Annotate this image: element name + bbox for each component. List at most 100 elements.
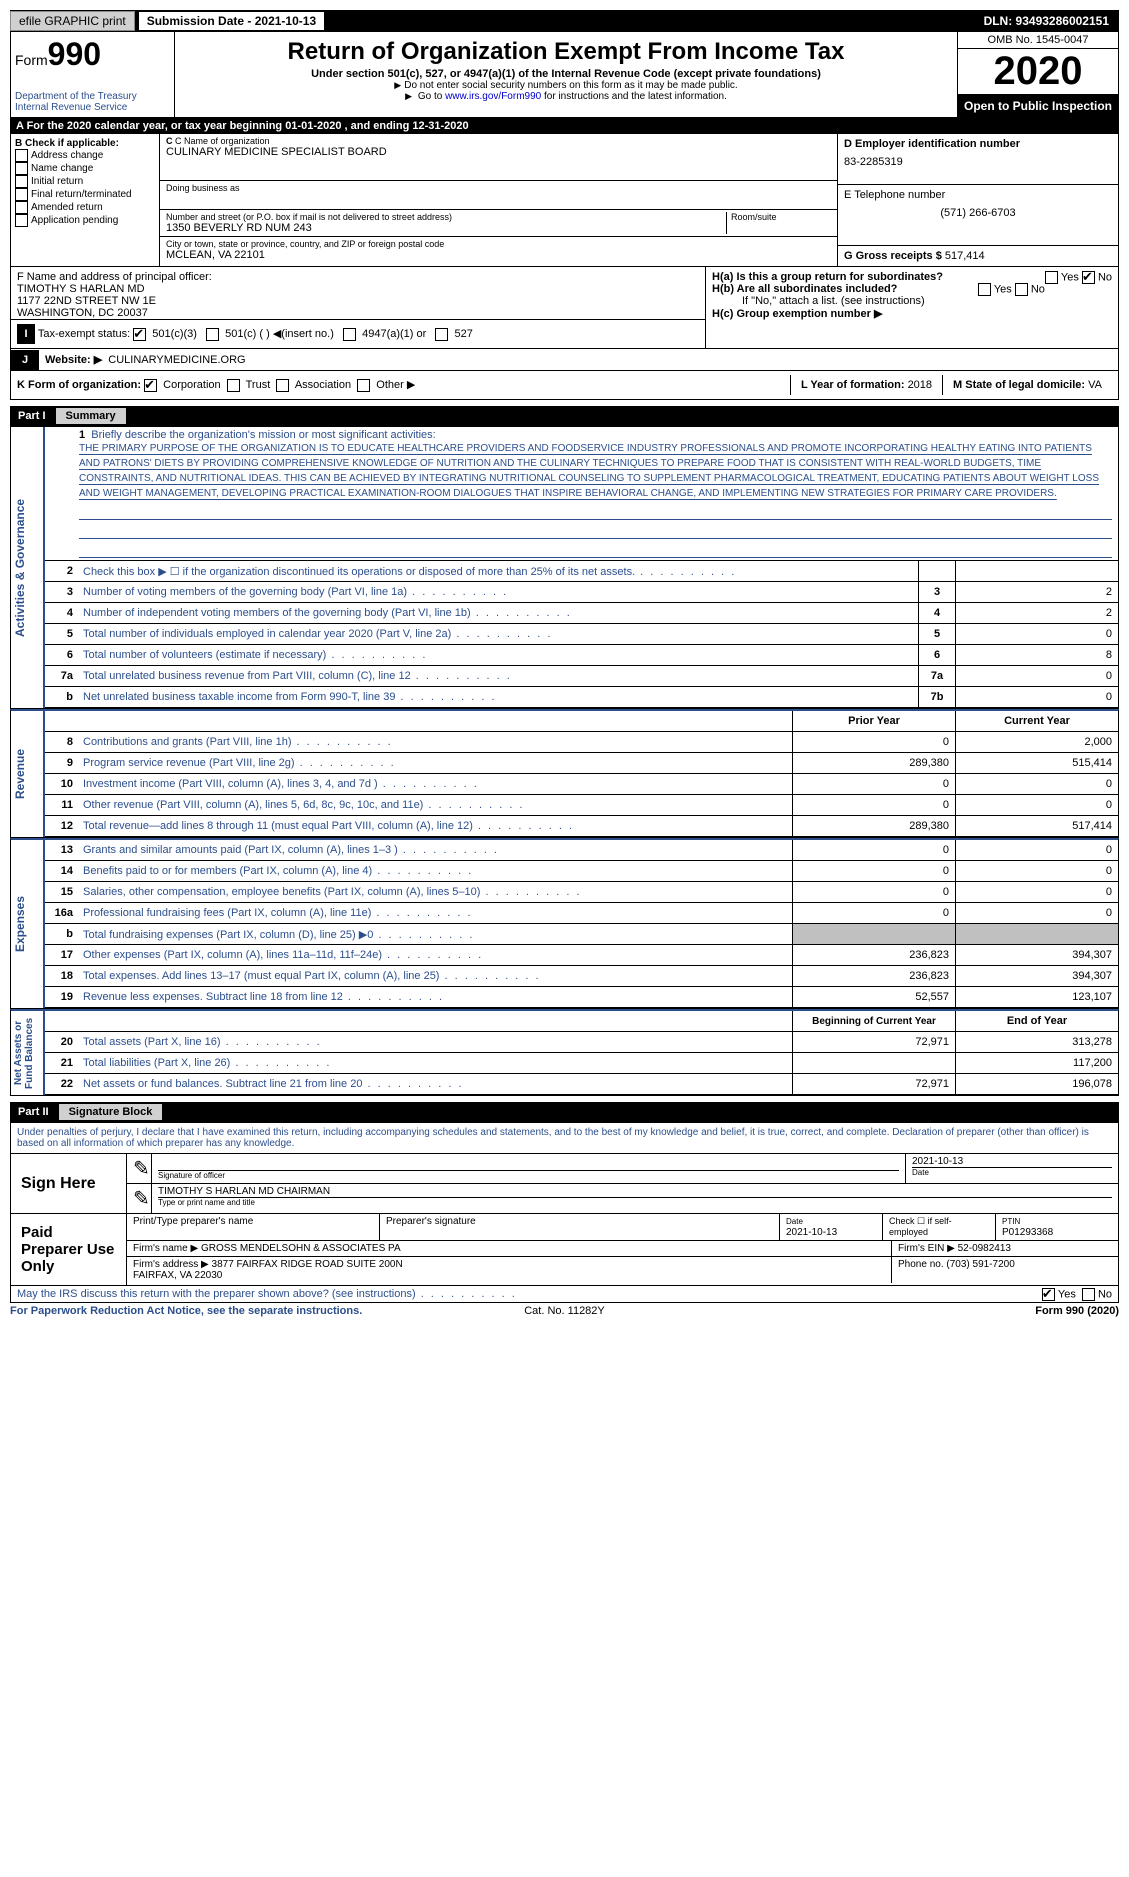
footer-mid: Cat. No. 11282Y — [524, 1305, 605, 1317]
ha-no[interactable] — [1082, 271, 1095, 284]
omb-number: OMB No. 1545-0047 — [958, 32, 1118, 49]
summary-na: Net Assets or Fund Balances Beginning of… — [10, 1009, 1119, 1096]
note-link: Go to www.irs.gov/Form990 for instructio… — [179, 91, 953, 102]
line-20: 20 Total assets (Part X, line 16) 72,971… — [45, 1032, 1118, 1053]
col-h: H(a) Is this a group return for subordin… — [705, 267, 1118, 348]
k-opt[interactable] — [357, 379, 370, 392]
i-opt[interactable] — [133, 328, 146, 341]
l-label: L Year of formation: — [801, 379, 905, 391]
line-10: 10 Investment income (Part VIII, column … — [45, 774, 1118, 795]
b-opt[interactable]: Final return/terminated — [15, 188, 155, 201]
street-address: 1350 BEVERLY RD NUM 243 — [166, 222, 726, 234]
line-16a: 16a Professional fundraising fees (Part … — [45, 903, 1118, 924]
line-21: 21 Total liabilities (Part X, line 26) 1… — [45, 1053, 1118, 1074]
line-2: 2 Check this box ▶ ☐ if the organization… — [45, 561, 1118, 582]
k-opt[interactable] — [227, 379, 240, 392]
tax-status-label: Tax-exempt status: — [38, 328, 130, 340]
submission-date: Submission Date - 2021-10-13 — [139, 12, 324, 30]
year-formation: 2018 — [908, 379, 932, 391]
officer-name: TIMOTHY S HARLAN MD — [17, 283, 699, 295]
phone-value: (571) 266-6703 — [844, 207, 1112, 219]
m-label: M State of legal domicile: — [953, 379, 1085, 391]
block-bcde: B Check if applicable: Address changeNam… — [10, 134, 1119, 267]
line-b: b Total fundraising expenses (Part IX, c… — [45, 924, 1118, 945]
hb-row: H(b) Are all subordinates included? Yes … — [712, 283, 1112, 295]
i-opt[interactable] — [435, 328, 448, 341]
row-k: K Form of organization: Corporation Trus… — [10, 371, 1119, 400]
line-18: 18 Total expenses. Add lines 13–17 (must… — [45, 966, 1118, 987]
line-13: 13 Grants and similar amounts paid (Part… — [45, 840, 1118, 861]
b-label: B Check if applicable: — [15, 138, 119, 149]
k-opt[interactable] — [276, 379, 289, 392]
hb-note: If "No," attach a list. (see instruction… — [712, 295, 1112, 307]
footer-right: Form 990 (2020) — [1035, 1305, 1119, 1317]
mission-block: 1 Briefly describe the organization's mi… — [45, 427, 1118, 561]
page-footer: For Paperwork Reduction Act Notice, see … — [10, 1303, 1119, 1317]
line-7a: 7a Total unrelated business revenue from… — [45, 666, 1118, 687]
dba-label: Doing business as — [166, 183, 831, 193]
ein-value: 83-2285319 — [844, 156, 1112, 168]
line-17: 17 Other expenses (Part IX, column (A), … — [45, 945, 1118, 966]
i-opt[interactable] — [206, 328, 219, 341]
addr-label: Number and street (or P.O. box if mail i… — [166, 212, 726, 222]
row-a: A For the 2020 calendar year, or tax yea… — [10, 118, 1119, 134]
part1-header: Part I Summary — [10, 406, 1119, 426]
row-fgh: F Name and address of principal officer:… — [10, 267, 1119, 349]
firm-ein: 52-0982413 — [958, 1243, 1011, 1254]
vlabel-na: Net Assets or Fund Balances — [11, 1011, 45, 1095]
line-14: 14 Benefits paid to or for members (Part… — [45, 861, 1118, 882]
line-11: 11 Other revenue (Part VIII, column (A),… — [45, 795, 1118, 816]
k-opt[interactable] — [144, 379, 157, 392]
room-label: Room/suite — [731, 212, 831, 222]
hc-label: H(c) Group exemption number ▶ — [712, 308, 882, 320]
part2-header: Part II Signature Block — [10, 1102, 1119, 1122]
ein-label: D Employer identification number — [844, 138, 1020, 150]
form-title: Return of Organization Exempt From Incom… — [179, 38, 953, 66]
dept-label: Department of the Treasury Internal Reve… — [15, 91, 170, 113]
line-8: 8 Contributions and grants (Part VIII, l… — [45, 732, 1118, 753]
sign-here-label: Sign Here — [11, 1154, 126, 1213]
i-label: I — [17, 324, 35, 344]
b-opt[interactable]: Name change — [15, 162, 155, 175]
open-inspection: Open to Public Inspection — [958, 95, 1118, 117]
b-opt[interactable]: Initial return — [15, 175, 155, 188]
discuss-no[interactable] — [1082, 1288, 1095, 1301]
line-3: 3 Number of voting members of the govern… — [45, 582, 1118, 603]
i-opt[interactable] — [343, 328, 356, 341]
vlabel-ag: Activities & Governance — [11, 427, 45, 708]
top-bar: efile GRAPHIC print Submission Date - 20… — [10, 10, 1119, 32]
city-value: MCLEAN, VA 22101 — [166, 249, 831, 261]
header-right: OMB No. 1545-0047 2020 Open to Public In… — [957, 32, 1118, 117]
paid-preparer-label: Paid Preparer Use Only — [11, 1214, 126, 1285]
b-opt[interactable]: Amended return — [15, 201, 155, 214]
discuss-yes[interactable] — [1042, 1288, 1055, 1301]
na-header: Beginning of Current Year End of Year — [45, 1011, 1118, 1032]
line-b: b Net unrelated business taxable income … — [45, 687, 1118, 708]
officer-label: F Name and address of principal officer: — [17, 271, 699, 283]
ha-yes[interactable] — [1045, 271, 1058, 284]
hb-yes[interactable] — [978, 283, 991, 296]
col-de: D Employer identification number 83-2285… — [837, 134, 1118, 266]
state-domicile: VA — [1088, 379, 1102, 391]
note-ssn: Do not enter social security numbers on … — [179, 80, 953, 91]
self-emp: Check ☐ if self-employed — [883, 1214, 996, 1240]
sig-date: 2021-10-13 — [912, 1156, 1112, 1167]
line-5: 5 Total number of individuals employed i… — [45, 624, 1118, 645]
dln: DLN: 93493286002151 — [984, 14, 1119, 28]
tax-year: 2020 — [958, 49, 1118, 95]
prep-date: 2021-10-13 — [786, 1227, 837, 1238]
irs-link[interactable]: www.irs.gov/Form990 — [445, 91, 541, 102]
officer-addr2: WASHINGTON, DC 20037 — [11, 307, 705, 320]
hb-no[interactable] — [1015, 283, 1028, 296]
b-opt[interactable]: Application pending — [15, 214, 155, 227]
firm-name: GROSS MENDELSOHN & ASSOCIATES PA — [201, 1243, 401, 1254]
form-header: Form990 Department of the Treasury Inter… — [10, 32, 1119, 118]
row-j: J Website: ▶ CULINARYMEDICINE.ORG — [10, 349, 1119, 371]
b-opt[interactable]: Address change — [15, 149, 155, 162]
line-15: 15 Salaries, other compensation, employe… — [45, 882, 1118, 903]
line-19: 19 Revenue less expenses. Subtract line … — [45, 987, 1118, 1008]
pen-icon: ✎ — [127, 1184, 152, 1213]
efile-btn[interactable]: efile GRAPHIC print — [10, 11, 135, 31]
col-b: B Check if applicable: Address changeNam… — [11, 134, 160, 266]
gross-value: 517,414 — [945, 250, 985, 262]
